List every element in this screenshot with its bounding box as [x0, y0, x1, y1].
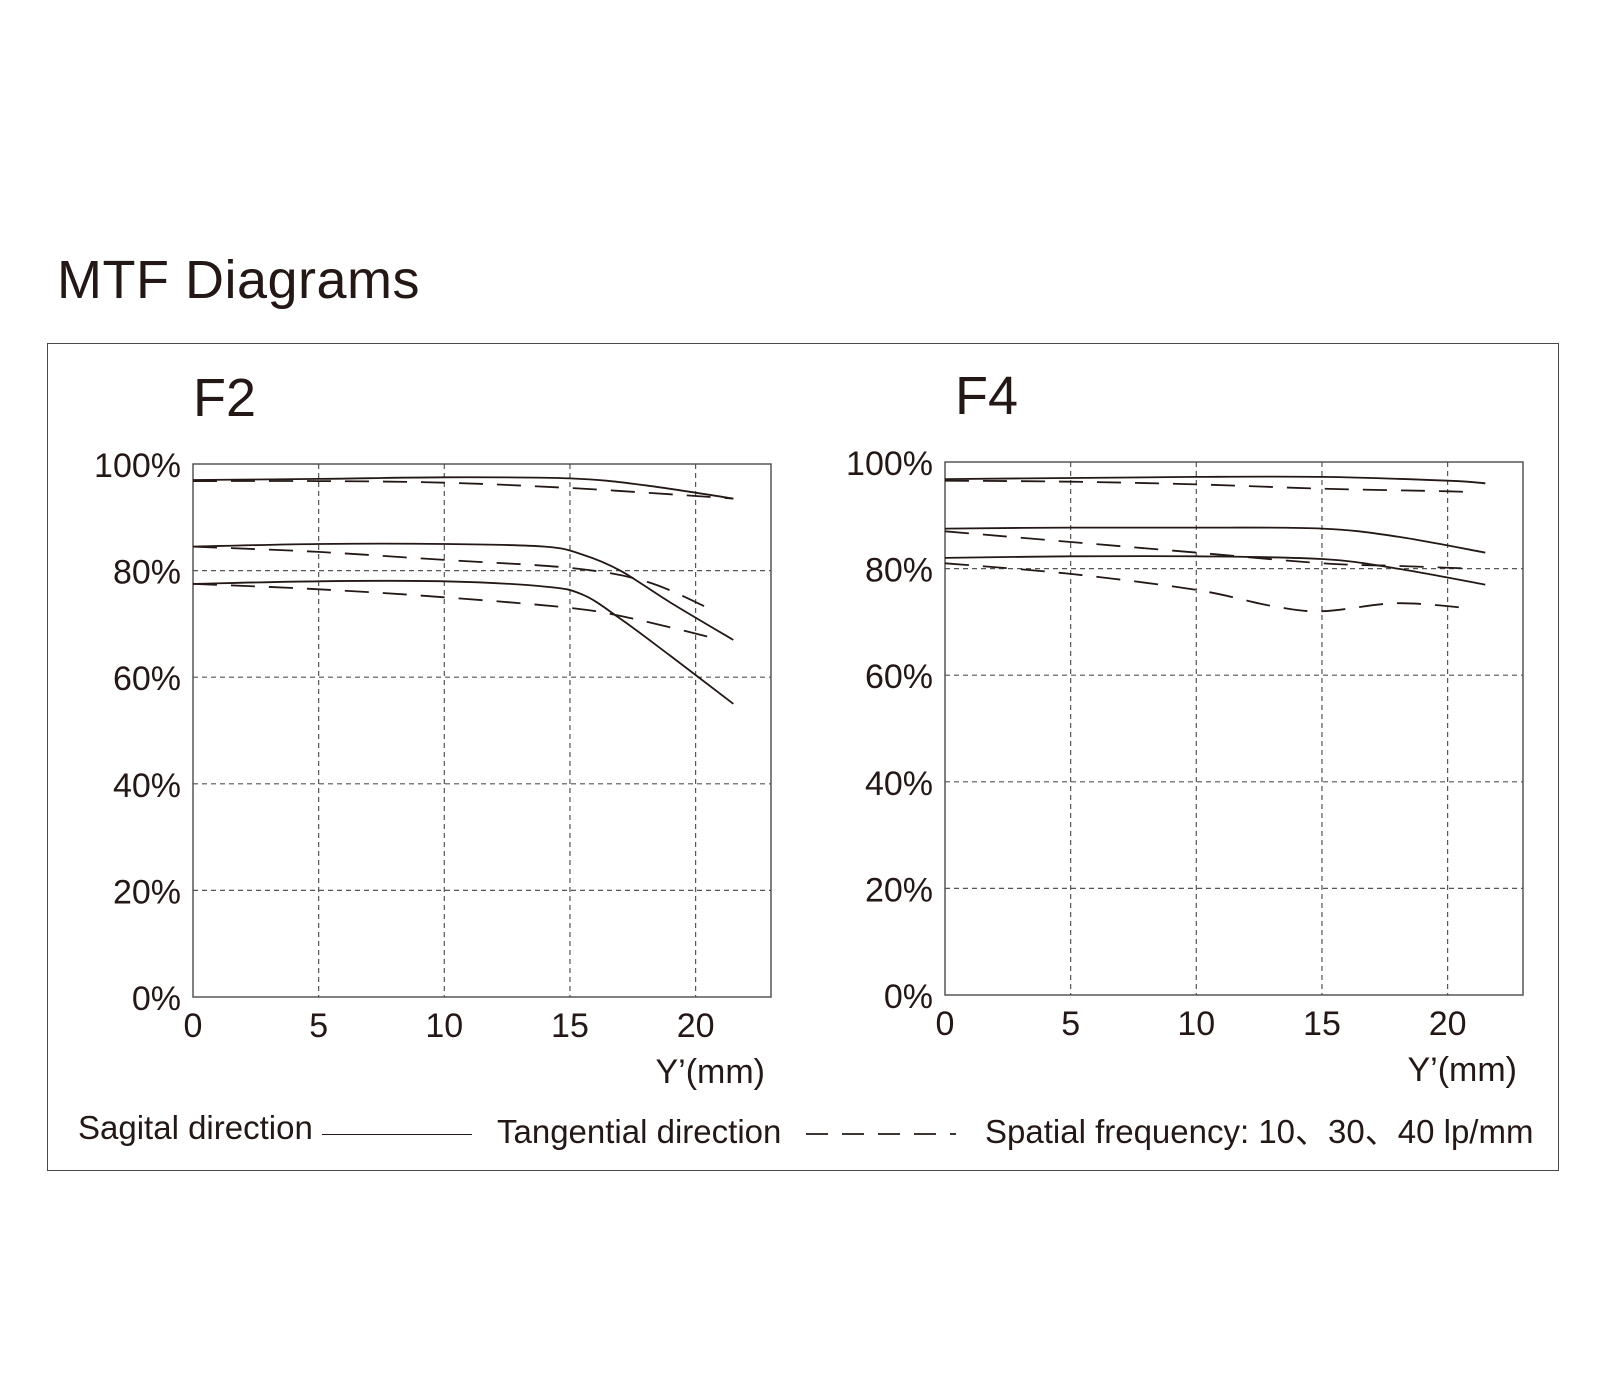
legend-dash-svg [806, 1133, 956, 1135]
y-tick-label: 20% [865, 871, 933, 909]
x-tick-label: 15 [551, 1007, 589, 1045]
tangential-series-line-3 [192, 545, 709, 609]
chart-title: F4 [955, 366, 1018, 426]
sagittal-series-line-4 [944, 555, 1486, 586]
chart-f2: F2 0% 20% 40% 60% 80% 100% 0 5 10 15 20 Y’(mm) [94, 368, 772, 1091]
plot-area-border [192, 463, 772, 998]
chart-f4: F4 0% 20% 40% 60% 80% 100% 0 5 10 15 20 Y’(mm) [846, 366, 1524, 1089]
y-tick-label: 60% [865, 658, 933, 696]
legend-solid-line-sample [322, 1134, 472, 1135]
legend-sagittal-label: Sagital direction [78, 1109, 313, 1146]
y-tick-label: 0% [132, 980, 181, 1018]
y-tick-label: 40% [865, 765, 933, 803]
y-tick-label: 80% [865, 552, 933, 590]
x-tick-label: 5 [1061, 1005, 1080, 1043]
legend-tangential-label: Tangential direction [497, 1113, 782, 1150]
diagram-frame [47, 343, 1559, 1171]
x-tick-label: 0 [184, 1007, 203, 1045]
y-tick-label: 40% [113, 767, 181, 805]
y-tick-label: 100% [94, 447, 181, 485]
x-tick-label: 15 [1303, 1005, 1341, 1043]
sagittal-series-line-2 [192, 542, 734, 641]
y-tick-label: 100% [846, 445, 933, 483]
tangential-series-line-5 [944, 562, 1473, 613]
sagittal-series-line-4 [192, 579, 734, 705]
y-tick-label: 80% [113, 554, 181, 592]
x-tick-label: 10 [1177, 1005, 1215, 1043]
tangential-series-line-5 [192, 583, 721, 641]
y-tick-label: 20% [113, 873, 181, 911]
y-tick-label: 0% [884, 978, 933, 1016]
x-tick-label: 10 [425, 1007, 463, 1045]
x-tick-label: 20 [677, 1007, 715, 1045]
x-tick-label: 20 [1429, 1005, 1467, 1043]
x-tick-label: 0 [936, 1005, 955, 1043]
x-axis-label: Y’(mm) [655, 1053, 765, 1091]
sagittal-series-line-2 [944, 526, 1486, 554]
tangential-series-line-1 [944, 479, 1473, 494]
chart-title: F2 [193, 368, 256, 428]
sagittal-series-line-0 [192, 476, 734, 500]
page-title: MTF Diagrams [57, 250, 421, 310]
plot-area-border [944, 461, 1524, 996]
tangential-series-line-3 [944, 530, 1473, 570]
tangential-series-line-1 [192, 480, 734, 500]
x-tick-label: 5 [309, 1007, 328, 1045]
sagittal-series-line-0 [944, 475, 1486, 485]
x-axis-label: Y’(mm) [1407, 1051, 1517, 1089]
legend-spatial-frequency-label: Spatial frequency: 10、30、40 lp/mm [985, 1113, 1534, 1150]
y-tick-label: 60% [113, 660, 181, 698]
